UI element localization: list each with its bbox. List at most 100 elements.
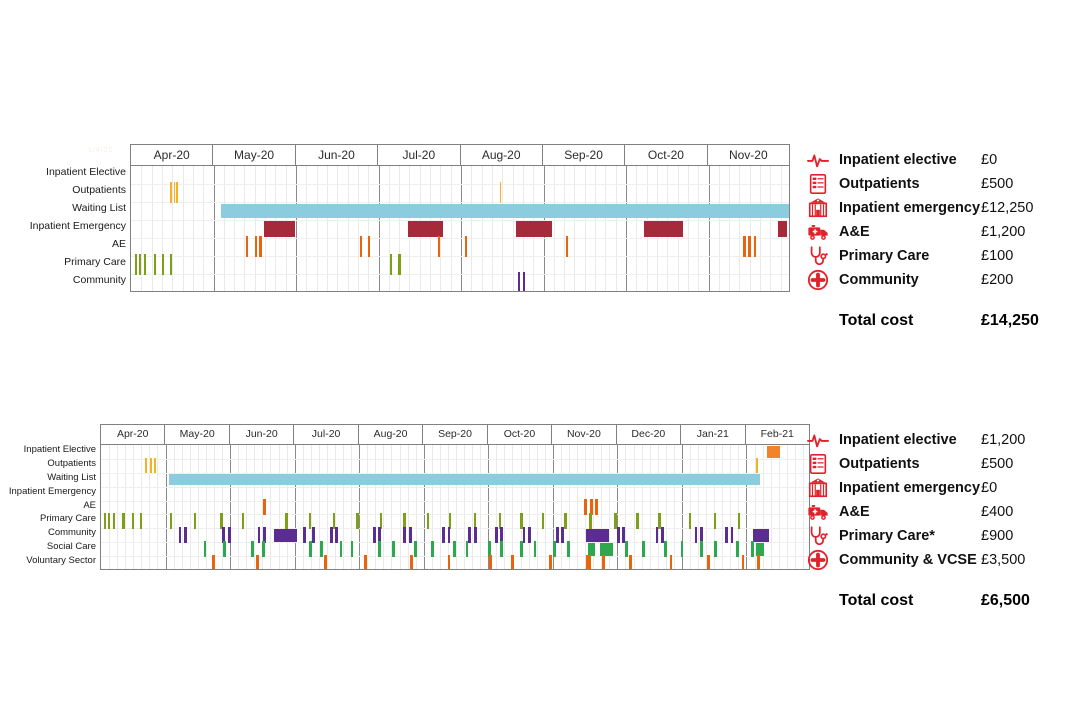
legend-top: Inpatient elective £0 Outpatients £500 Inpat… (805, 148, 1073, 334)
timeline-mark-community (335, 526, 339, 543)
gantt-chart-top: 1/4/20 Inpatient Elective Outpatients Wait… (30, 144, 790, 292)
stethoscope-icon (805, 525, 831, 547)
grid-line-minor (310, 445, 312, 569)
timeline-mark-community (311, 526, 315, 543)
grid-line-minor (439, 445, 441, 569)
timeline-mark-community (474, 526, 477, 543)
grid-line-month (294, 445, 296, 569)
grid-line-row (131, 274, 789, 275)
grid-line-minor (141, 445, 143, 569)
grid-line-row (101, 486, 809, 488)
month-header-oct-20: Oct-20 (488, 425, 553, 444)
legend-row-inpatient-emergency: Inpatient emergency £12,250 (805, 196, 1073, 220)
timeline-mark-voluntary-sector (324, 554, 328, 569)
timeline-mark-voluntary-sector (601, 554, 606, 569)
grid-line-minor (560, 445, 562, 569)
grid-line-minor (246, 445, 248, 569)
legend-label: Outpatients (839, 176, 920, 192)
month-header-sep-20: Sep-20 (543, 145, 626, 165)
timeline-mark-outpatients (170, 182, 172, 203)
row-label-primary-care: Primary Care (40, 513, 96, 525)
timeline-mark-community (730, 526, 734, 543)
timeline-mark-primary-care (636, 513, 639, 530)
grid-line-minor (343, 445, 345, 569)
grid-line-row (131, 238, 789, 239)
heartbeat-icon (805, 429, 831, 451)
timeline-mark-voluntary-sector (586, 554, 591, 569)
legend-label: Primary Care (839, 248, 930, 264)
grid-line-minor (407, 445, 409, 569)
grid-line-minor (738, 445, 740, 569)
row-label-inpatient-elective: Inpatient Elective (23, 444, 96, 456)
grid-line-month (746, 445, 748, 569)
grid-line-minor (133, 445, 135, 569)
hospital-icon (805, 197, 831, 219)
grid-line-minor (706, 445, 708, 569)
row-label-waiting-list: Waiting List (47, 471, 96, 483)
gantt-chart-bottom: Inpatient Elective Outpatients Waiting Lis… (9, 424, 810, 570)
timeline-mark-social-care (519, 540, 523, 557)
grid-line-row (101, 514, 809, 516)
grid-line-minor (504, 445, 506, 569)
grid-line-minor (278, 445, 280, 569)
month-header-aug-20: Aug-20 (359, 425, 424, 444)
timeline-mark-primary-care (107, 513, 111, 530)
timeline-mark-ae (360, 236, 363, 257)
row-label-outpatients: Outpatients (47, 457, 96, 469)
legend-cost-value: £900 (981, 528, 1014, 544)
grid-line-minor (528, 445, 530, 569)
timeline-mark-primary-care (737, 513, 740, 530)
grid-line-minor (222, 445, 224, 569)
grid-line-minor (254, 166, 256, 291)
grid-line-minor (450, 166, 452, 291)
total-cost-label: Total cost (839, 312, 914, 329)
timeline-mark-primary-care (564, 513, 567, 530)
timeline-mark-social-care (553, 540, 556, 557)
timeline-mark-outpatients (755, 457, 758, 474)
timeline-mark-primary-care (390, 254, 393, 275)
grid-line-month (213, 166, 215, 291)
timeline-mark-community (263, 526, 266, 543)
timeline-mark-primary-care (713, 513, 717, 530)
timeline-mark-social-care (680, 540, 684, 557)
grid-line-row (101, 528, 809, 530)
timeline-mark-social-care (465, 540, 469, 557)
timeline-mark-community (700, 526, 703, 543)
timeline-mark-social-care (414, 540, 418, 557)
timeline-mark-primary-care (220, 513, 223, 530)
grid-line-minor (125, 445, 127, 569)
row-label-outpatients: Outpatients (72, 184, 126, 197)
grid-line-minor (584, 166, 586, 291)
timeline-mark-community (468, 526, 472, 543)
grid-line-minor (151, 166, 153, 291)
row-label-ae: AE (111, 238, 126, 251)
timeline-mark-primary-care (285, 513, 288, 530)
timeline-mark-community (178, 526, 182, 543)
grid-line-minor (334, 445, 336, 569)
timeline-mark-primary-care (309, 513, 312, 530)
grid-line-minor (595, 166, 597, 291)
timeline-mark-primary-care (541, 513, 545, 530)
legend-row-inpatient-elective: Inpatient elective £0 (805, 148, 1073, 172)
timeline-mark-community (227, 526, 231, 543)
timeline-mark-community (616, 526, 620, 543)
timeline-mark-ae (245, 236, 248, 257)
grid-line-minor (718, 166, 720, 291)
timeline-mark-primary-care (449, 513, 452, 530)
grid-line-minor (760, 166, 762, 291)
grid-line-minor (357, 166, 359, 291)
timeline-mark-primary-care (379, 513, 383, 530)
timeline-mark-community (447, 526, 451, 543)
grid-line-minor (609, 445, 611, 569)
grid-line-row (101, 500, 809, 502)
grid-line-minor (520, 445, 522, 569)
timeline-mark-ae (595, 499, 599, 516)
timeline-mark-ae (753, 236, 756, 257)
timeline-mark-outpatients (173, 182, 176, 203)
timeline-mark-community (725, 526, 728, 543)
grid-line-minor (480, 445, 482, 569)
timeline-mark-social-care (600, 542, 613, 556)
grid-line-minor (189, 445, 191, 569)
legend-row-community: Community £200 (805, 268, 1073, 292)
grid-line-minor (181, 445, 183, 569)
